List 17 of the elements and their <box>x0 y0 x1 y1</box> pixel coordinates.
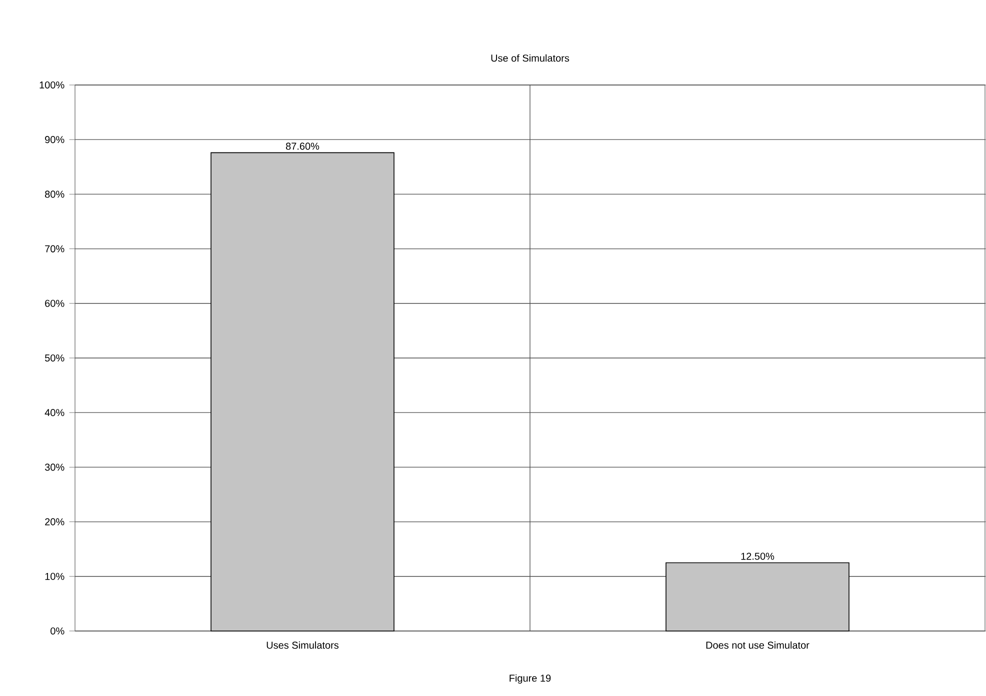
caption: Figure 19 <box>510 674 551 684</box>
y-tick-label: 80% <box>45 190 64 198</box>
chart-title: Use of Simulators <box>491 54 570 62</box>
y-tick-label: 90% <box>45 136 64 144</box>
y-tick-label: 60% <box>45 300 64 307</box>
y-tick-label: 20% <box>45 518 64 526</box>
y-tick-label: 70% <box>45 245 64 252</box>
y-tick-label: 100% <box>40 81 64 89</box>
data-label: 12.50% <box>741 552 774 560</box>
y-tick-label: 10% <box>45 572 64 580</box>
y-tick-label: 40% <box>44 409 64 416</box>
x-tick-label: Uses Simulators <box>266 641 339 649</box>
y-tick-label: 0% <box>50 627 64 635</box>
x-tick-label: Does not use Simulator <box>706 641 810 649</box>
y-tick-label: 50% <box>44 354 64 362</box>
y-tick-label: 30% <box>44 464 64 471</box>
data-label: 87.60% <box>286 142 320 150</box>
